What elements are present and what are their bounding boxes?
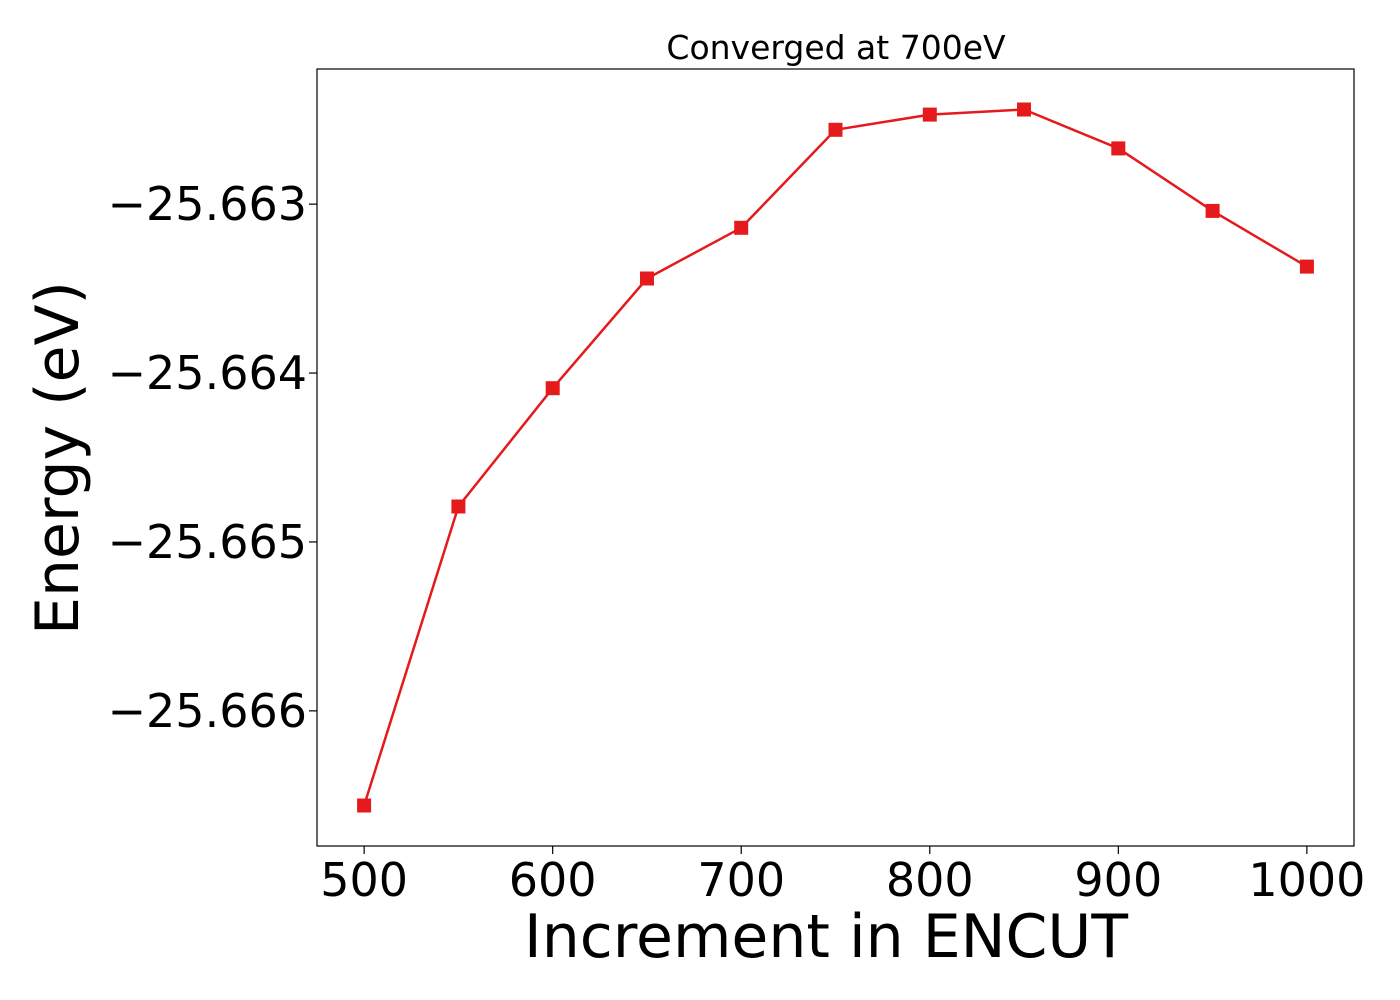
data-point-marker — [922, 107, 937, 122]
x-tick-label: 500 — [320, 853, 408, 907]
data-point-marker — [1205, 203, 1220, 218]
data-point-marker — [545, 381, 560, 396]
x-tick-label: 600 — [509, 853, 597, 907]
x-tick-label: 900 — [1074, 853, 1162, 907]
data-point-marker — [357, 798, 372, 813]
x-tick-label: 1000 — [1248, 853, 1365, 907]
x-axis-ticks: 500 600 700 800 900 1000 — [320, 846, 1365, 907]
data-point-marker — [1299, 259, 1314, 274]
data-point-marker — [1111, 141, 1126, 156]
x-tick-label: 800 — [886, 853, 974, 907]
data-point-marker — [828, 122, 843, 137]
series-line — [362, 108, 1308, 806]
data-point-marker — [1017, 102, 1031, 117]
plot-area-frame — [316, 68, 1355, 847]
y-tick-label: −25.663 — [108, 177, 308, 231]
y-axis-ticks: −25.663 −25.664 −25.665 −25.666 — [108, 177, 317, 738]
data-point-marker — [734, 220, 749, 235]
x-tick-label: 700 — [697, 853, 785, 907]
chart-title: Converged at 700eV — [666, 28, 1006, 67]
y-tick-label: −25.665 — [108, 515, 308, 569]
y-tick-label: −25.666 — [108, 684, 308, 738]
data-point-marker — [640, 271, 654, 286]
y-tick-label: −25.664 — [108, 346, 308, 400]
y-axis-label: Energy (eV) — [23, 281, 93, 635]
x-axis-label: Increment in ENCUT — [524, 902, 1128, 972]
data-point-marker — [451, 499, 466, 514]
series-layer — [357, 102, 1314, 813]
